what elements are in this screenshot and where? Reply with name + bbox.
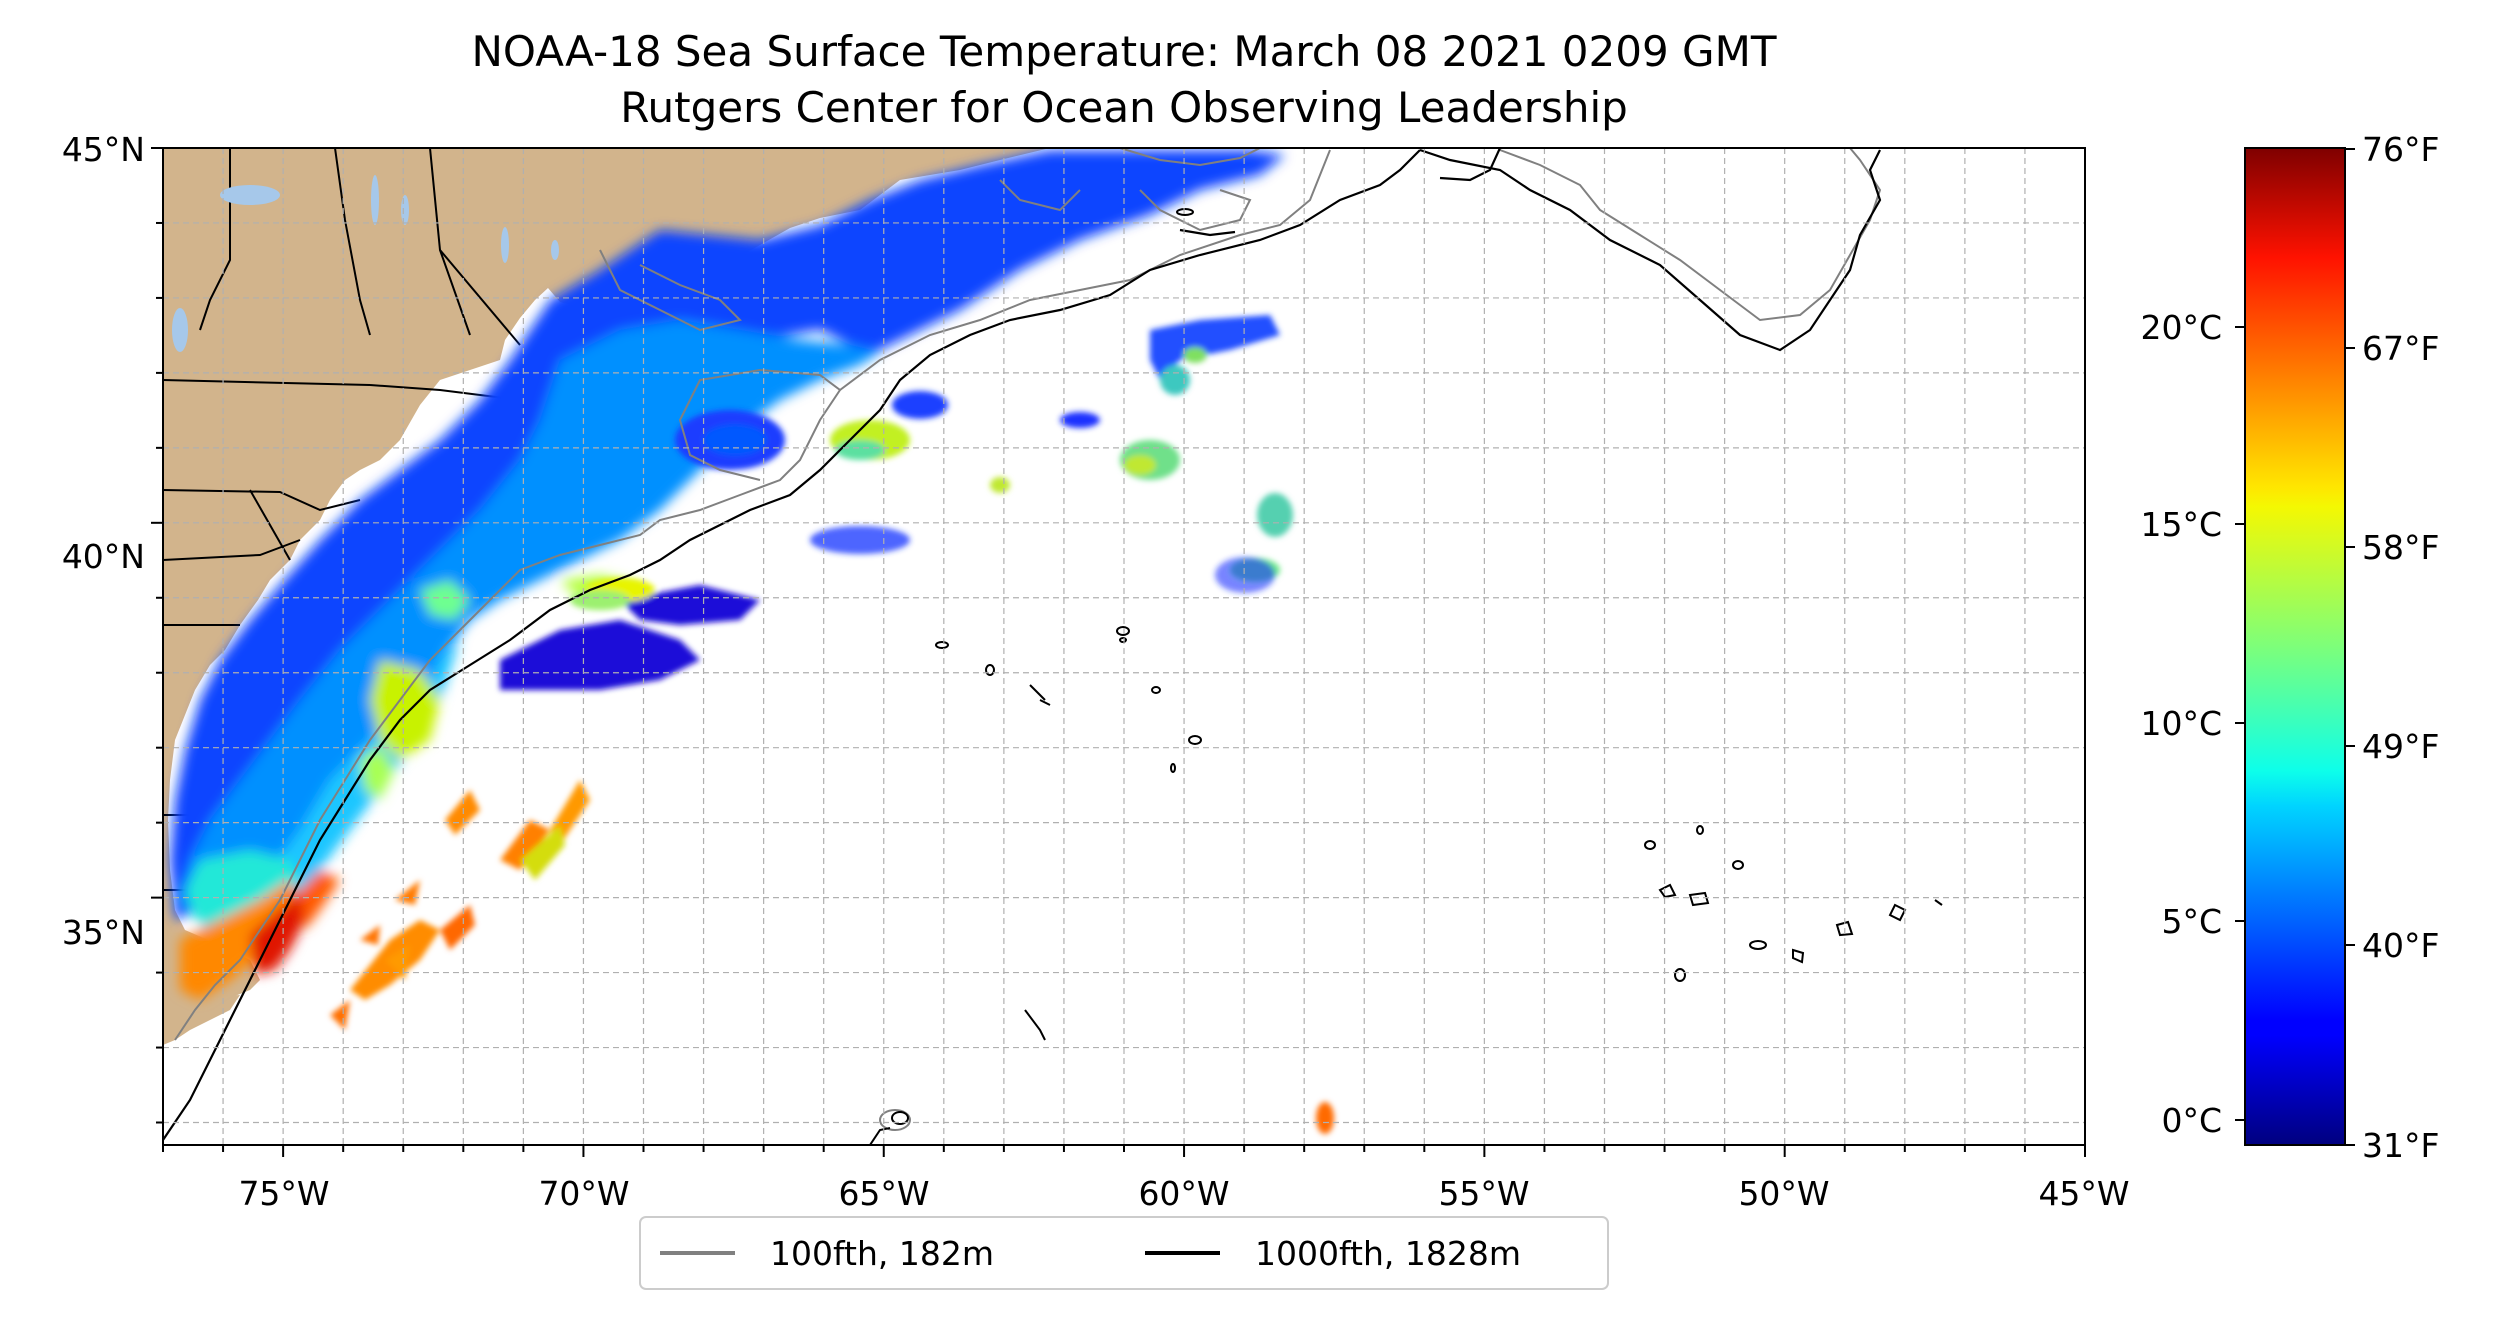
axis-ticks	[151, 147, 2086, 1157]
legend: 100fth, 182m 1000fth, 1828m	[639, 1216, 1609, 1290]
lat-tick-label: 35°N	[62, 913, 145, 952]
map-panel: 75°W 70°W 65°W 60°W 55°W 50°W 45°W 35°N …	[62, 130, 2130, 1213]
inland-water	[172, 175, 559, 352]
lon-tick-label: 60°W	[1138, 1174, 1229, 1213]
fahrenheit-label: 58°F	[2362, 528, 2439, 567]
lat-tick-label: 40°N	[62, 537, 145, 576]
lat-tick-labels: 35°N 40°N 45°N	[62, 130, 145, 952]
celsius-label: 20°C	[2140, 308, 2222, 347]
lon-tick-label: 45°W	[2038, 1174, 2129, 1213]
legend-label-100fth: 100fth, 182m	[770, 1234, 994, 1273]
lon-tick-label: 75°W	[238, 1174, 329, 1213]
lon-tick-labels: 75°W 70°W 65°W 60°W 55°W 50°W 45°W	[238, 1174, 2129, 1213]
legend-label-1000fth: 1000fth, 1828m	[1255, 1234, 1521, 1273]
fahrenheit-labels: 31°F 40°F 49°F 58°F 67°F 76°F	[2362, 130, 2439, 1165]
celsius-label: 10°C	[2140, 704, 2222, 743]
seamount-bermuda	[869, 1109, 911, 1145]
celsius-labels: 0°C 5°C 10°C 15°C 20°C	[2140, 308, 2222, 1140]
land-area	[163, 148, 1050, 1020]
land-area-south	[163, 995, 240, 1045]
fahrenheit-label: 40°F	[2362, 926, 2439, 965]
gridlines	[162, 147, 2086, 1145]
colorbar-gradient	[2244, 147, 2346, 1146]
fahrenheit-label: 49°F	[2362, 727, 2439, 766]
chart-title: NOAA-18 Sea Surface Temperature: March 0…	[472, 27, 1777, 76]
chart-subtitle: Rutgers Center for Ocean Observing Leade…	[620, 83, 1628, 132]
fahrenheit-label: 31°F	[2362, 1126, 2439, 1165]
celsius-label: 15°C	[2140, 505, 2222, 544]
lon-tick-label: 50°W	[1738, 1174, 1829, 1213]
fahrenheit-label: 67°F	[2362, 329, 2439, 368]
lat-tick-label: 45°N	[62, 130, 145, 169]
fahrenheit-label: 76°F	[2362, 130, 2439, 169]
colorbar-ticks	[2235, 148, 2355, 1146]
celsius-label: 5°C	[2161, 902, 2222, 941]
lon-tick-label: 55°W	[1438, 1174, 1529, 1213]
lon-tick-label: 65°W	[838, 1174, 929, 1213]
sst-offshore-patches	[500, 315, 1293, 690]
legend-box	[639, 1216, 1609, 1290]
celsius-label: 0°C	[2161, 1101, 2222, 1140]
colorbar: 0°C 5°C 10°C 15°C 20°C 31°F 40°F 49°F 58…	[2140, 130, 2439, 1165]
lon-tick-label: 70°W	[538, 1174, 629, 1213]
